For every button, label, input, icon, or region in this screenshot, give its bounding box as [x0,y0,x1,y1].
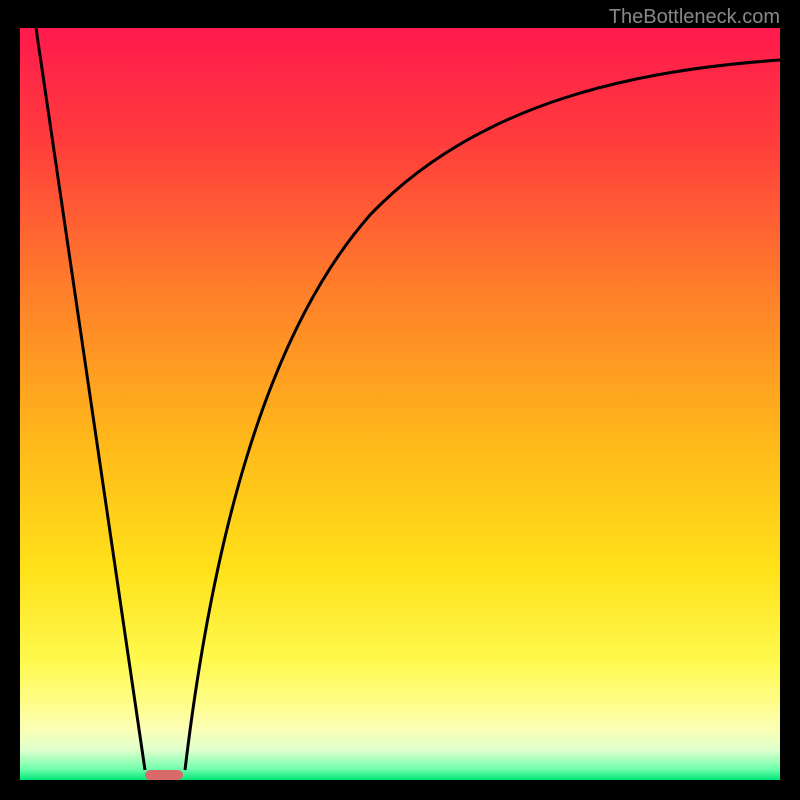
bottom-marker [145,770,183,780]
chart-container: TheBottleneck.com [0,0,800,800]
plot-area [20,28,780,780]
watermark-text: TheBottleneck.com [609,6,780,29]
chart-svg [0,0,800,800]
